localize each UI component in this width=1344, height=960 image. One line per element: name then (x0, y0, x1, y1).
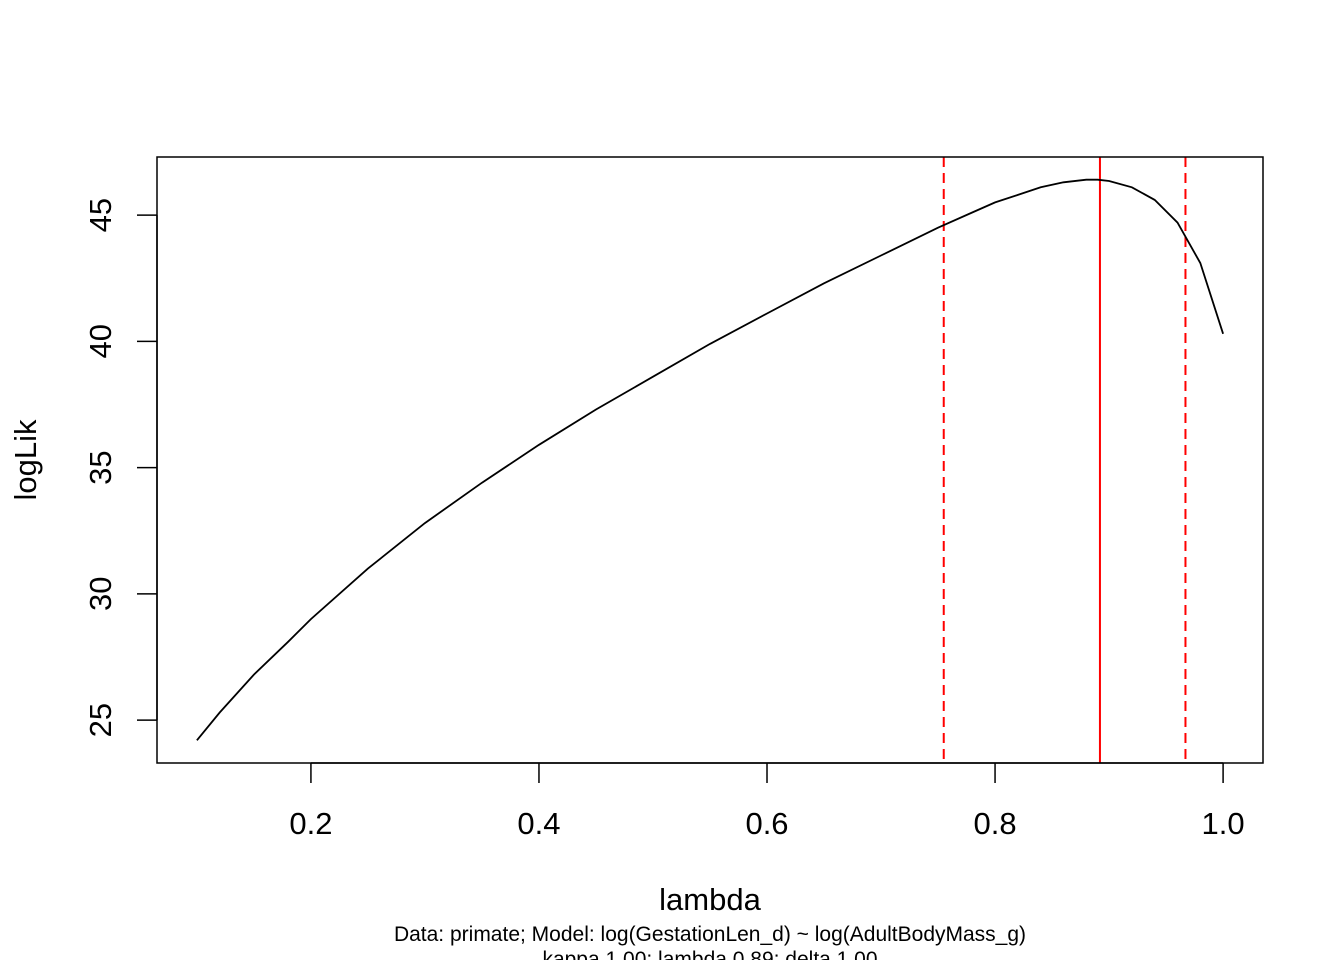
caption-line-2: kappa 1.00; lambda 0.89; delta 1.00 (542, 948, 877, 960)
y-axis-title: logLik (8, 419, 43, 500)
loglik-curve-0 (196, 178, 1224, 741)
caption-line-1: Data: primate; Model: log(GestationLen_d… (394, 923, 1026, 946)
y-tick-label: 30 (83, 577, 118, 611)
y-tick-label: 35 (83, 450, 118, 484)
series-layer (196, 178, 1224, 741)
reference-lines (942, 157, 1187, 763)
x-tick-label: 0.6 (745, 806, 788, 841)
x-tick-label: 1.0 (1202, 806, 1245, 841)
y-tick-label: 45 (83, 198, 118, 232)
x-axis: 0.2 0.4 0.6 0.8 1.0 (289, 762, 1245, 841)
x-tick-label: 0.2 (289, 806, 332, 841)
y-tick-label: 40 (83, 324, 118, 358)
plot-frame (156, 156, 1264, 764)
x-tick-label: 0.8 (973, 806, 1016, 841)
y-axis: 25 30 35 40 45 (83, 198, 158, 737)
y-tick-label: 25 (83, 703, 118, 737)
x-tick-label: 0.4 (517, 806, 560, 841)
x-axis-title: lambda (659, 882, 761, 917)
